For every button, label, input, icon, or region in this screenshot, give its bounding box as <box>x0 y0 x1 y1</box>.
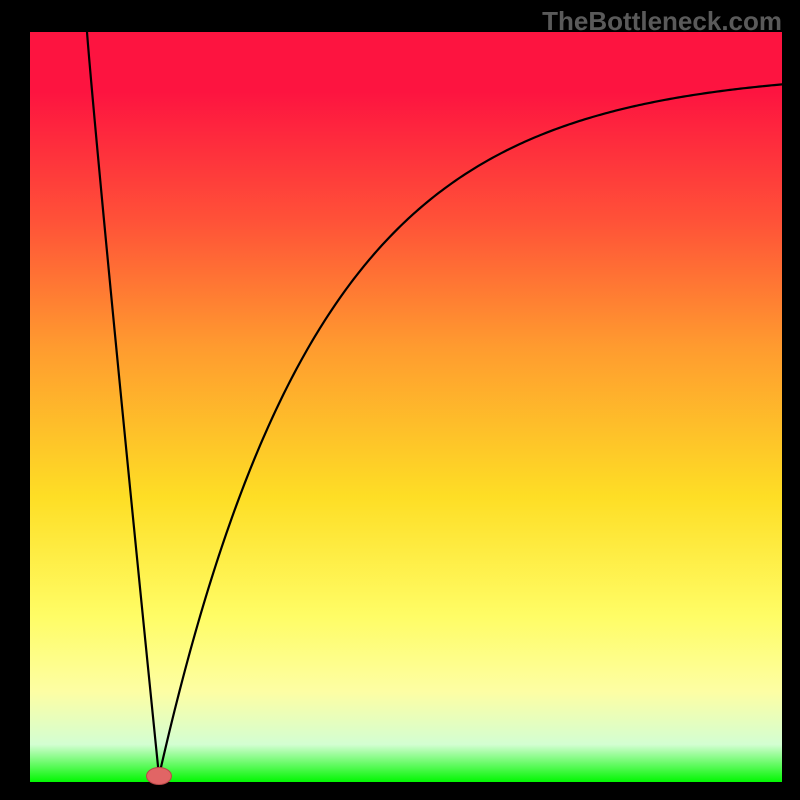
chart-container: TheBottleneck.com <box>0 0 800 800</box>
plot-area <box>30 32 782 782</box>
watermark-text: TheBottleneck.com <box>542 6 782 37</box>
minimum-marker <box>146 767 172 785</box>
curve-chart <box>30 32 782 782</box>
